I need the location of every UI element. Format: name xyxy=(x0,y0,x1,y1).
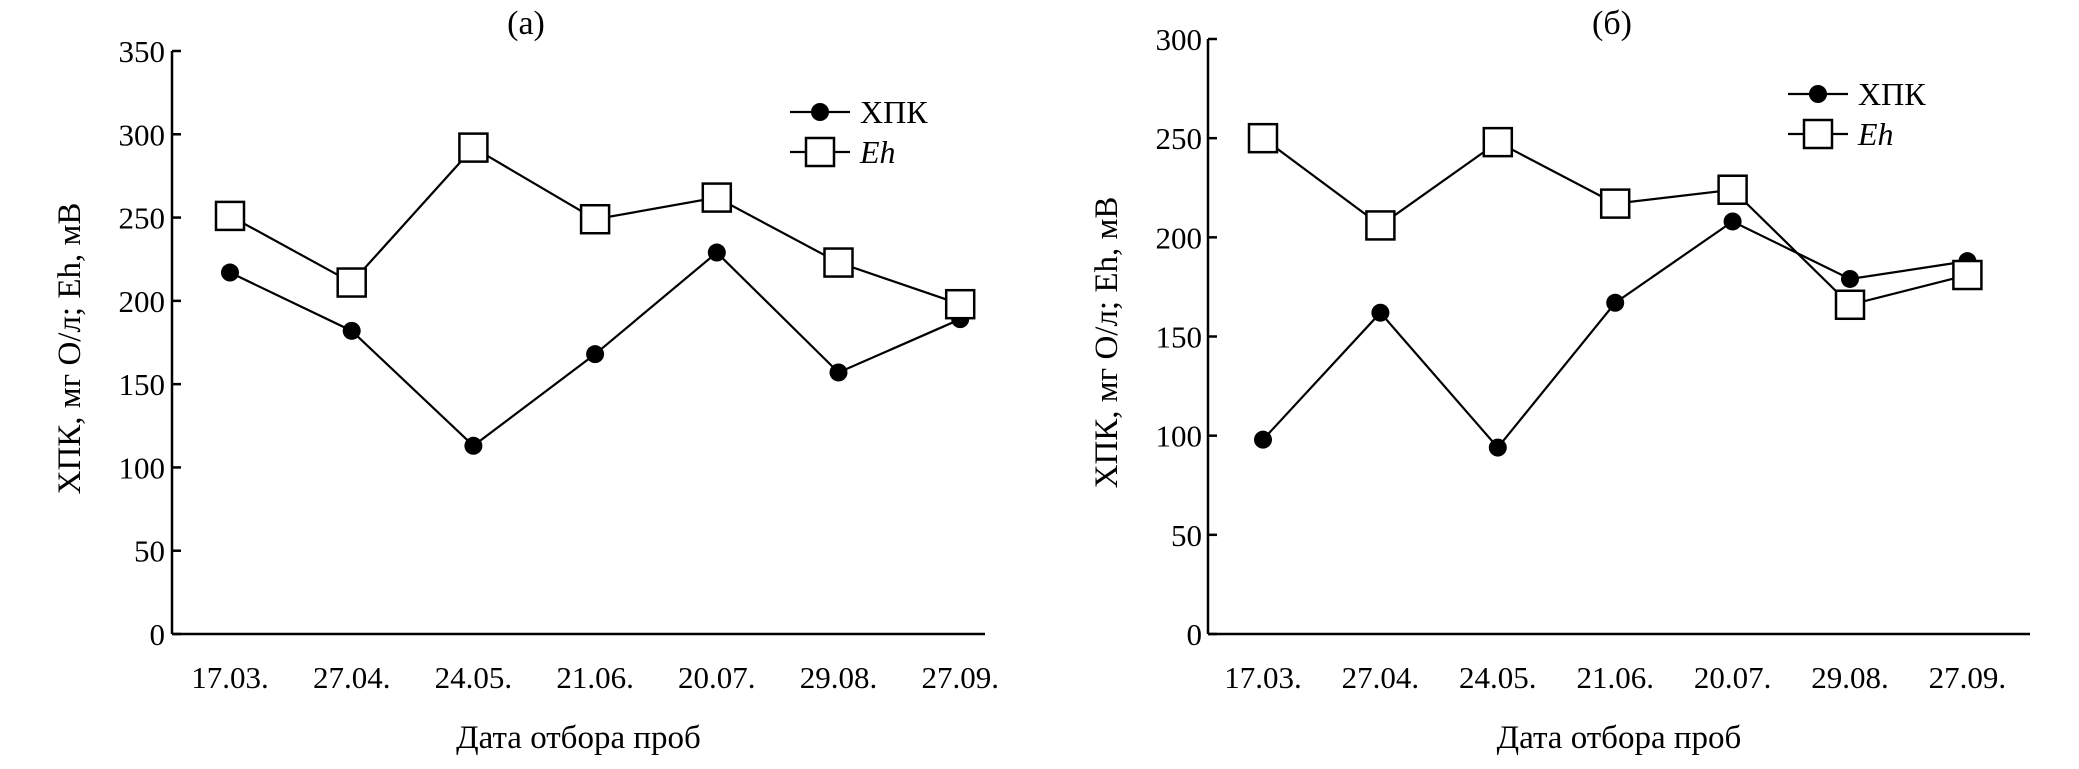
data-point-xpk xyxy=(1371,303,1390,322)
x-tick-label: 24.05. xyxy=(1459,660,1537,695)
y-axis-title: ХПК, мг О/л; Eh, мВ xyxy=(1089,197,1125,489)
data-point-eh xyxy=(1599,188,1631,219)
x-tick-label: 20.07. xyxy=(1694,660,1772,695)
data-point-eh xyxy=(1247,122,1279,154)
legend-label: Eh xyxy=(859,134,896,170)
y-tick-label: 150 xyxy=(119,367,166,402)
legend: ХПК Eh xyxy=(790,94,928,170)
legend-label: Eh xyxy=(1857,116,1894,152)
y-tick-label: 300 xyxy=(1156,22,1203,57)
y-tick-label: 250 xyxy=(1156,121,1203,156)
x-tick-label: 17.03. xyxy=(1224,660,1302,695)
y-tick-label: 300 xyxy=(119,117,166,152)
x-tick-label: 21.06. xyxy=(556,660,634,695)
y-tick-label: 0 xyxy=(150,617,166,652)
chart-panel-1: 0 50 100 150 200 250 300 350 17.03. 27.04. 24.05. 2… xyxy=(52,5,999,756)
x-tick-label: 21.06. xyxy=(1576,660,1654,695)
y-tick-label: 350 xyxy=(119,34,166,69)
data-point-xpk xyxy=(221,263,239,282)
data-point-xpk xyxy=(1841,269,1859,288)
data-point-eh xyxy=(1482,126,1514,158)
y-tick-label: 100 xyxy=(1156,419,1203,454)
data-point-xpk xyxy=(342,321,361,340)
x-tick-label: 29.08. xyxy=(1811,660,1889,695)
legend-marker-square xyxy=(804,136,836,168)
legend-marker-square xyxy=(1802,118,1834,150)
x-tick-label: 29.08. xyxy=(800,660,878,695)
x-tick-label: 27.04. xyxy=(313,660,391,695)
x-tick-label: 27.09. xyxy=(1929,660,2007,695)
data-point-xpk xyxy=(1723,212,1742,231)
x-tick-label: 17.03. xyxy=(191,660,269,695)
legend-marker-circle xyxy=(811,103,829,121)
chart-panel-2: 0 50 100 150 200 250 300 17.03. 27.04. 24.05. 21.0… xyxy=(1089,5,2030,756)
legend-label: ХПК xyxy=(860,94,928,130)
data-point-xpk xyxy=(586,345,605,364)
data-point-xpk xyxy=(1254,430,1272,449)
legend: ХПК Eh xyxy=(1788,76,1926,152)
y-tick-label: 150 xyxy=(1156,320,1203,355)
data-point-eh xyxy=(1717,174,1748,205)
data-point-eh xyxy=(214,200,246,232)
data-point-xpk xyxy=(829,363,848,382)
data-point-eh xyxy=(336,267,367,298)
series-line-xpk xyxy=(1262,220,1968,450)
data-point-xpk xyxy=(1488,438,1507,457)
x-axis-title: Дата отбора проб xyxy=(1497,720,1742,756)
x-tick-label: 20.07. xyxy=(678,660,756,695)
data-point-eh xyxy=(579,203,611,235)
data-point-eh xyxy=(1834,289,1866,321)
y-tick-label: 100 xyxy=(119,450,166,485)
data-point-eh xyxy=(944,288,976,320)
y-tick-label: 200 xyxy=(1156,220,1203,255)
data-point-eh xyxy=(458,132,489,163)
x-tick-label: 24.05. xyxy=(435,660,513,695)
x-tick-label: 27.09. xyxy=(921,660,999,695)
data-point-eh xyxy=(823,247,854,278)
panel-label: (а) xyxy=(507,5,545,42)
y-tick-label: 250 xyxy=(119,201,166,236)
y-axis-title: ХПК, мг О/л; Eh, мВ xyxy=(52,203,88,495)
y-tick-label: 200 xyxy=(119,284,166,319)
legend-marker-circle xyxy=(1809,85,1827,103)
x-axis-title: Дата отбора проб xyxy=(456,720,701,756)
data-point-eh xyxy=(1365,210,1396,241)
data-point-eh xyxy=(1952,259,1983,291)
panel-label: (б) xyxy=(1592,5,1632,42)
legend-label: ХПК xyxy=(1858,76,1926,112)
data-point-xpk xyxy=(1606,293,1625,312)
y-tick-label: 50 xyxy=(1171,518,1202,553)
y-tick-label: 0 xyxy=(1187,617,1203,652)
y-tick-label: 50 xyxy=(134,534,165,569)
data-point-xpk xyxy=(464,436,483,455)
data-point-eh xyxy=(701,182,733,213)
x-tick-label: 27.04. xyxy=(1342,660,1420,695)
data-point-xpk xyxy=(707,243,726,262)
